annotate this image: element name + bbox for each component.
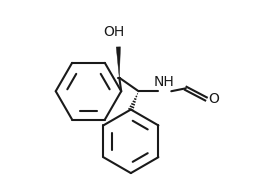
Text: O: O [208,92,219,106]
Polygon shape [116,47,120,78]
Text: NH: NH [154,75,174,89]
Text: OH: OH [103,25,124,39]
